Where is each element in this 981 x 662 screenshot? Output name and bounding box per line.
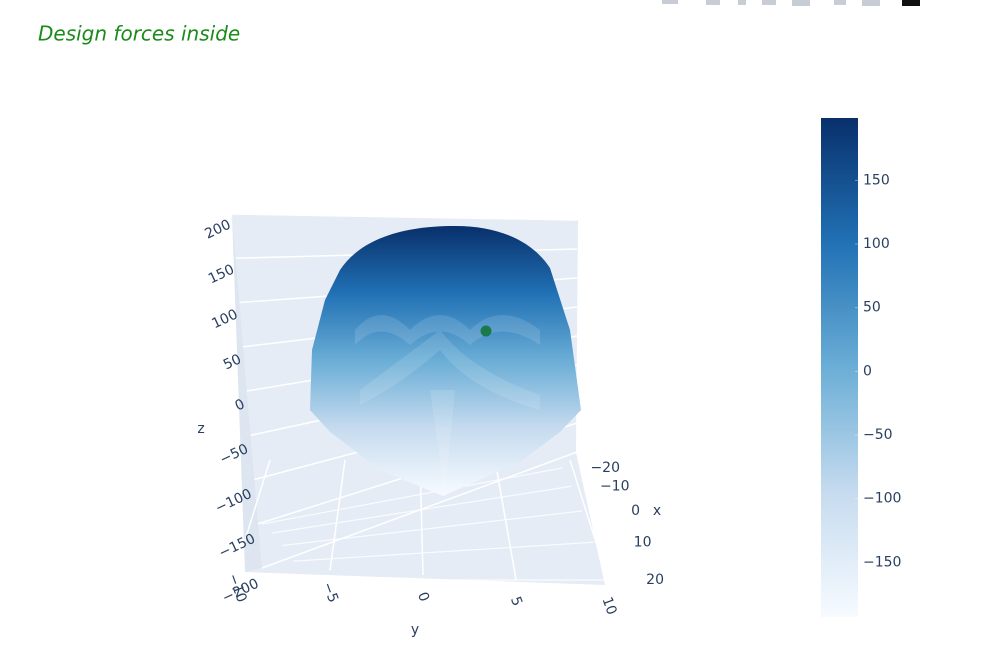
modebar[interactable] <box>662 0 920 6</box>
y-tick-label: −5 <box>319 580 341 605</box>
surface-shading <box>355 315 540 496</box>
colorbar <box>821 118 858 617</box>
side-wall <box>232 214 262 572</box>
shading <box>430 390 455 496</box>
x-axis-title: x <box>653 503 661 519</box>
y-tick-label: 5 <box>507 595 525 609</box>
modebar-button[interactable] <box>834 0 846 5</box>
grid-line <box>281 510 583 547</box>
x-tick-label: 0 <box>631 503 640 519</box>
grid-line <box>231 213 578 221</box>
modebar-button[interactable] <box>862 0 880 6</box>
modebar-button[interactable] <box>662 0 678 4</box>
z-tick-label: 50 <box>221 351 244 373</box>
z-axis-title: z <box>197 421 204 437</box>
colorbar-tick-label: 50 <box>863 300 881 316</box>
grid-line <box>236 459 271 567</box>
colorbar-tick-label: −100 <box>863 491 901 507</box>
grid-line <box>271 485 572 534</box>
x-tick-label: 20 <box>646 572 664 588</box>
y-axis-title: y <box>411 622 419 638</box>
x-tick-label: −20 <box>590 460 620 476</box>
colorbar-tick-label: 100 <box>863 236 890 252</box>
colorbar-tick-label: 150 <box>863 172 890 188</box>
modebar-button[interactable] <box>762 0 776 5</box>
marker-point <box>480 325 492 337</box>
modebar-button[interactable] <box>706 0 720 5</box>
x-tick-label: 10 <box>634 534 652 550</box>
colorbar-tick-label: 0 <box>863 363 872 379</box>
grid-line <box>261 467 563 525</box>
grid-line <box>329 459 346 571</box>
y-tick-label: 10 <box>598 595 619 617</box>
modebar-button[interactable] <box>738 0 746 5</box>
colorbar-tick-label: −50 <box>863 427 893 443</box>
colorbar-tick-label: −150 <box>863 554 901 570</box>
surface <box>310 226 581 496</box>
z-tick-label: 150 <box>206 262 237 288</box>
plotly-logo[interactable] <box>902 0 920 6</box>
z-tick-label: 200 <box>202 217 233 243</box>
shading <box>360 330 540 410</box>
y-tick-label: 0 <box>414 590 432 604</box>
grid-line <box>293 541 594 562</box>
chart-title: Design forces inside <box>38 22 240 46</box>
shading <box>355 315 540 345</box>
x-tick-label: −10 <box>600 478 630 494</box>
floor <box>245 452 605 585</box>
modebar-button[interactable] <box>792 0 810 6</box>
grid-line <box>569 459 610 585</box>
